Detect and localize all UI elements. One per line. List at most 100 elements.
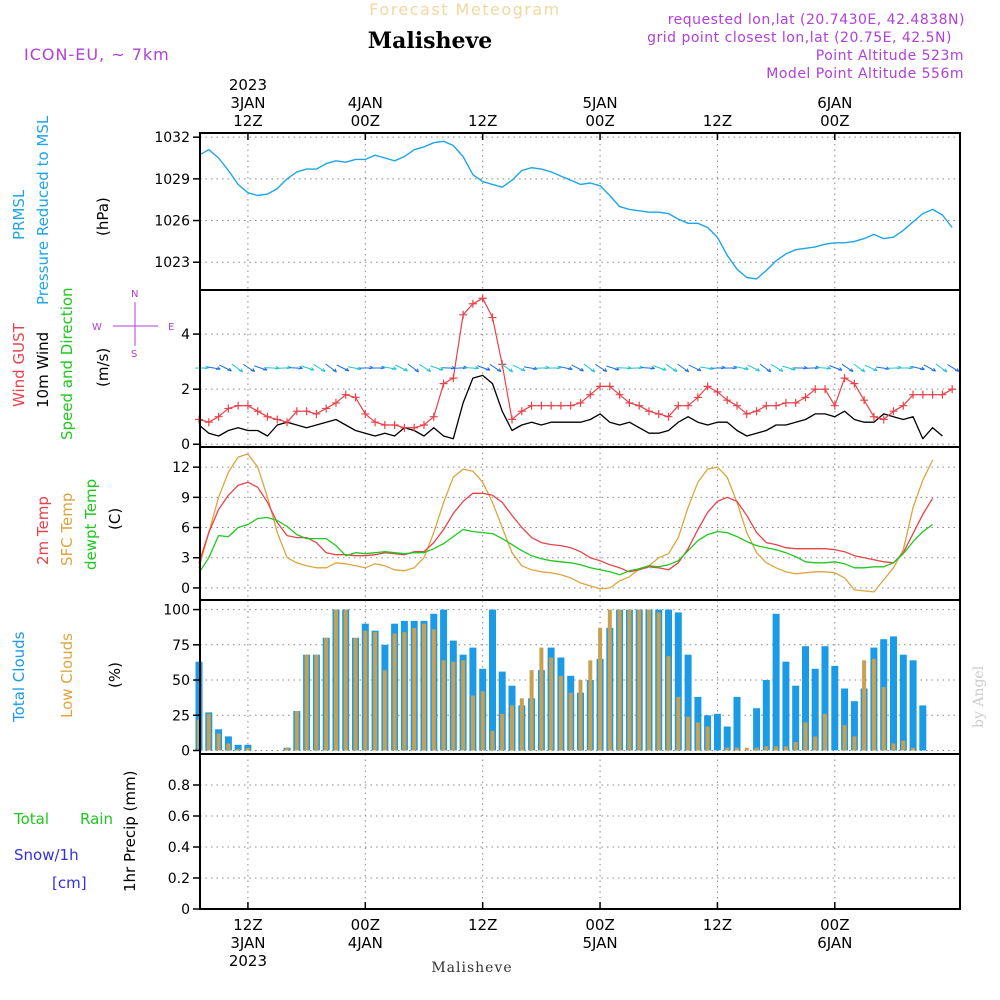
low-clouds-bar — [529, 670, 534, 751]
wind-direction-arrow — [805, 365, 820, 370]
wind-gust-point — [351, 393, 360, 402]
wind-gust-point — [879, 415, 888, 424]
wind-direction-arrow — [535, 365, 550, 370]
total-clouds-bar — [498, 671, 506, 751]
wind-gust-point — [644, 407, 653, 416]
y-tick-label: 6 — [181, 521, 190, 537]
plot-marks — [195, 140, 960, 751]
wind-direction-arrow — [477, 365, 491, 371]
low-clouds-bar — [568, 692, 573, 751]
low-clouds-bar — [402, 632, 407, 751]
wind-direction-arrow — [911, 366, 925, 370]
wind-gust-point — [869, 412, 878, 421]
footer-location: Malisheve — [431, 960, 512, 976]
wind-gust-point — [742, 409, 751, 418]
bottom-time-label: 12Z — [468, 916, 497, 934]
low-clouds-bar — [735, 747, 739, 751]
wind-direction-arrow — [465, 366, 479, 370]
wind-gust-point — [821, 385, 830, 394]
cloud-labels: Total Clouds Low Clouds (%) — [10, 631, 124, 723]
panel-frame — [199, 753, 961, 910]
y-tick-label: 0.4 — [168, 840, 190, 856]
top-time-label: 00Z — [351, 112, 380, 130]
compass-rose: N S W E — [92, 289, 174, 360]
wind-direction-arrow — [512, 364, 526, 372]
total-clouds-bar — [674, 612, 682, 751]
bottom-time-label: 00Z — [820, 916, 849, 934]
low-clouds-bar — [862, 660, 867, 751]
low-clouds-bar — [558, 675, 563, 751]
total-clouds-bar — [244, 744, 252, 751]
low-clouds-bar — [549, 657, 554, 751]
model-altitude: Model Point Altitude 556m — [766, 66, 964, 82]
wind-gust-point — [390, 420, 399, 429]
wind-gust-point — [283, 418, 292, 427]
wind-direction-arrow — [265, 366, 280, 370]
wind-gust-point — [948, 385, 957, 394]
low-clouds-bar — [891, 743, 896, 751]
top-time-label: 3JAN — [230, 94, 265, 112]
low-clouds-bar — [519, 698, 524, 751]
low-clouds-bar — [881, 687, 886, 751]
wind-gust-point — [830, 401, 839, 410]
wind-gust-point — [703, 382, 712, 391]
wind-direction-arrow — [606, 365, 620, 371]
top-time-label: 4JAN — [348, 94, 383, 112]
low-clouds-bar — [441, 660, 446, 751]
y-tick-label: 9 — [181, 490, 190, 506]
low-clouds-bar — [901, 740, 906, 751]
y-tick-label: 1032 — [154, 130, 190, 146]
wind-gust-point — [801, 393, 810, 402]
wind-gust-point — [674, 401, 683, 410]
pressure-unit: (hPa) — [94, 197, 112, 236]
total-clouds-label: Total Clouds — [10, 631, 28, 723]
wind-gust-point — [331, 398, 340, 407]
wind-direction-arrow — [583, 363, 596, 373]
low-clouds-bar — [744, 747, 749, 751]
wind-gust-point — [850, 379, 859, 388]
wind-gust-point — [723, 396, 732, 405]
wind-gust-point — [439, 379, 448, 388]
wind-labels: Wind GUST 10m Wind Speed and Direction (… — [10, 287, 174, 440]
wind-gust-point — [596, 382, 605, 391]
panel-frame — [199, 289, 961, 448]
wind-direction-arrow — [523, 366, 538, 370]
wind-gust-line — [198, 297, 953, 429]
low-clouds-bar — [695, 722, 700, 751]
wind-direction-arrow — [782, 365, 796, 371]
wind-gust-point — [488, 313, 497, 322]
low-clouds-bar — [656, 612, 661, 751]
low-clouds-bar — [392, 633, 397, 751]
total-clouds-bar — [489, 609, 496, 751]
clouds-unit: (%) — [106, 662, 124, 688]
wind-gust-point — [615, 390, 624, 399]
low-clouds-bar — [686, 716, 691, 751]
wind-gust-point — [517, 407, 526, 416]
low-clouds-bar — [480, 691, 485, 751]
low-clouds-bar — [813, 736, 818, 751]
wind-direction-arrow — [489, 363, 502, 373]
top-title: Forecast Meteogram — [369, 0, 560, 19]
wind-gust-point — [732, 401, 741, 410]
axis-labels: 1023 1026 1029 1032 0 2 4 0 3 6 9 12 0 25 50 75 100 0 0.2 0… — [154, 76, 852, 970]
y-tick-label: 0 — [181, 581, 190, 597]
wind-gust-point — [322, 404, 331, 413]
temp-unit: (C) — [106, 508, 124, 530]
total-clouds-bar — [802, 646, 809, 751]
low-clouds-bar — [647, 609, 651, 751]
low-clouds-bar — [539, 647, 544, 751]
low-clouds-bar — [431, 629, 436, 751]
y-tick-label: 75 — [172, 638, 190, 654]
wind-direction-arrow — [501, 363, 514, 373]
wind-gust-point — [752, 407, 761, 416]
watermark: by Angel — [971, 665, 987, 728]
wind-gust-point — [508, 415, 517, 424]
wind-gust-point — [918, 390, 927, 399]
wind-gust-point — [909, 390, 918, 399]
low-clouds-bar — [627, 609, 632, 751]
y-tick-label: 0 — [181, 743, 190, 759]
low-clouds-label: Low Clouds — [58, 633, 76, 718]
temp-labels: 2m Temp SFC Temp dewpt Temp (C) — [34, 479, 124, 570]
wind-unit: (m/s) — [94, 348, 112, 387]
